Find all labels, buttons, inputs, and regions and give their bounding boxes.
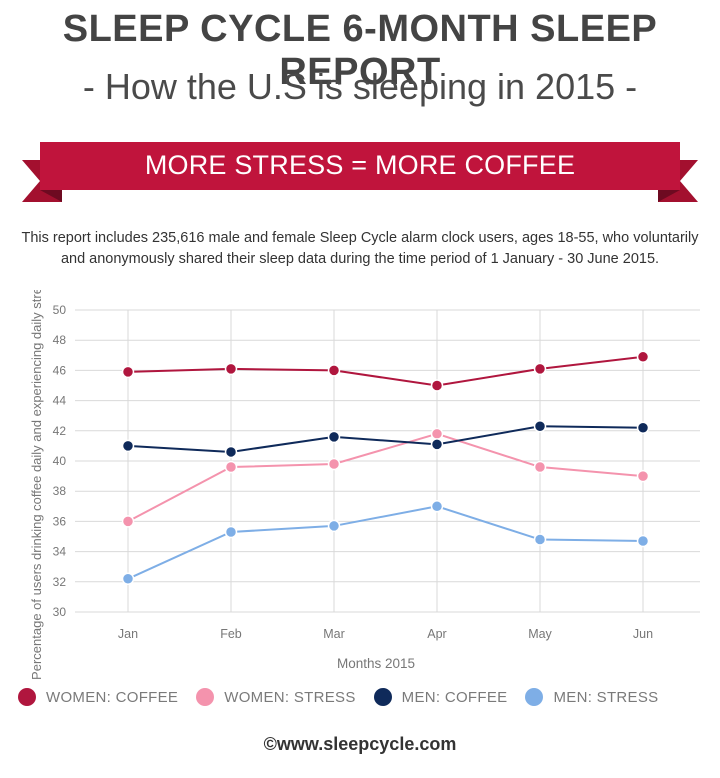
data-point [121,365,135,379]
y-tick-label: 46 [53,363,67,377]
series-line-3 [127,505,644,580]
legend-item: WOMEN: STRESS [196,688,355,706]
footer-website: ©www.sleepcycle.com [263,734,457,754]
legend-marker [18,688,36,706]
series-line-2 [127,425,644,453]
data-point [533,460,547,474]
legend-marker [525,688,544,706]
series-line-0 [127,355,644,387]
data-point [121,515,135,528]
legend-label: WOMEN: COFFEE [46,688,179,706]
legend-label: MEN: STRESS [553,688,659,706]
y-tick-label: 40 [53,454,67,468]
report-description: This report includes 235,616 male and fe… [20,228,700,270]
chart-legend: WOMEN: COFFEE WOMEN: STRESS MEN: COFFEE MEN… [18,684,708,710]
legend-label: MEN: COFFEE [401,688,508,706]
x-tick-label: Jun [633,627,653,641]
data-point [224,362,238,376]
y-tick-label: 42 [53,424,67,438]
x-tick-label: Jan [118,627,138,641]
data-point [327,364,341,377]
data-point [636,469,650,483]
data-point [224,525,238,539]
report-title: SLEEP CYCLE 6-MONTH SLEEP REPORT [62,8,658,93]
data-point [430,500,444,513]
x-tick-label: Feb [220,627,242,641]
y-tick-label: 36 [53,514,67,528]
description-line-1: This report includes 235,616 male and fe… [21,230,699,246]
report-subtitle: - How the U.S is sleeping in 2015 - [82,66,638,107]
data-point [121,439,135,453]
data-point [636,421,650,435]
data-point [121,572,135,586]
data-point [430,438,444,451]
y-axis-label: Percentage of users drinking coffee dail… [29,290,44,680]
description-line-2: and anonymously shared their sleep data … [60,251,660,267]
x-tick-label: May [528,627,552,641]
data-point [224,460,238,474]
ribbon-left-fold [40,190,62,202]
data-point [533,362,547,376]
data-point [327,519,341,533]
data-point [636,534,650,548]
ribbon-right-fold [658,190,680,202]
y-tick-label: 34 [53,545,67,559]
data-point [533,533,547,546]
data-point [327,457,341,471]
y-tick-label: 44 [53,394,67,408]
line-chart: 30 32 34 36 38 40 42 44 46 48 50 Jan Feb Mar Apr May Jun… [29,290,700,680]
banner-ribbon: MORE STRESS = MORE COFFEE [0,138,720,208]
banner-text: MORE STRESS = MORE COFFEE [144,150,576,180]
y-tick-label: 50 [53,303,67,317]
y-tick-label: 32 [53,575,67,589]
data-point [327,430,341,444]
x-axis-label: Months 2015 [337,656,415,671]
legend-marker [196,688,215,706]
legend-label: WOMEN: STRESS [224,688,356,706]
series-line-1 [127,432,644,523]
data-point [636,350,650,364]
legend-item: WOMEN: COFFEE [18,688,178,706]
y-tick-label: 48 [53,333,67,347]
banner-ribbon-shape [22,142,698,202]
data-point [224,445,238,459]
legend-marker [373,688,392,706]
data-point [430,379,444,392]
x-tick-label: Apr [427,627,446,641]
legend-item: MEN: COFFEE [373,688,508,706]
legend-item: MEN: STRESS [525,688,658,706]
y-tick-label: 30 [53,605,67,619]
data-point [533,420,547,433]
y-tick-label: 38 [53,484,67,498]
data-point [430,427,444,441]
x-tick-label: Mar [323,627,345,641]
ribbon-main [40,142,680,190]
